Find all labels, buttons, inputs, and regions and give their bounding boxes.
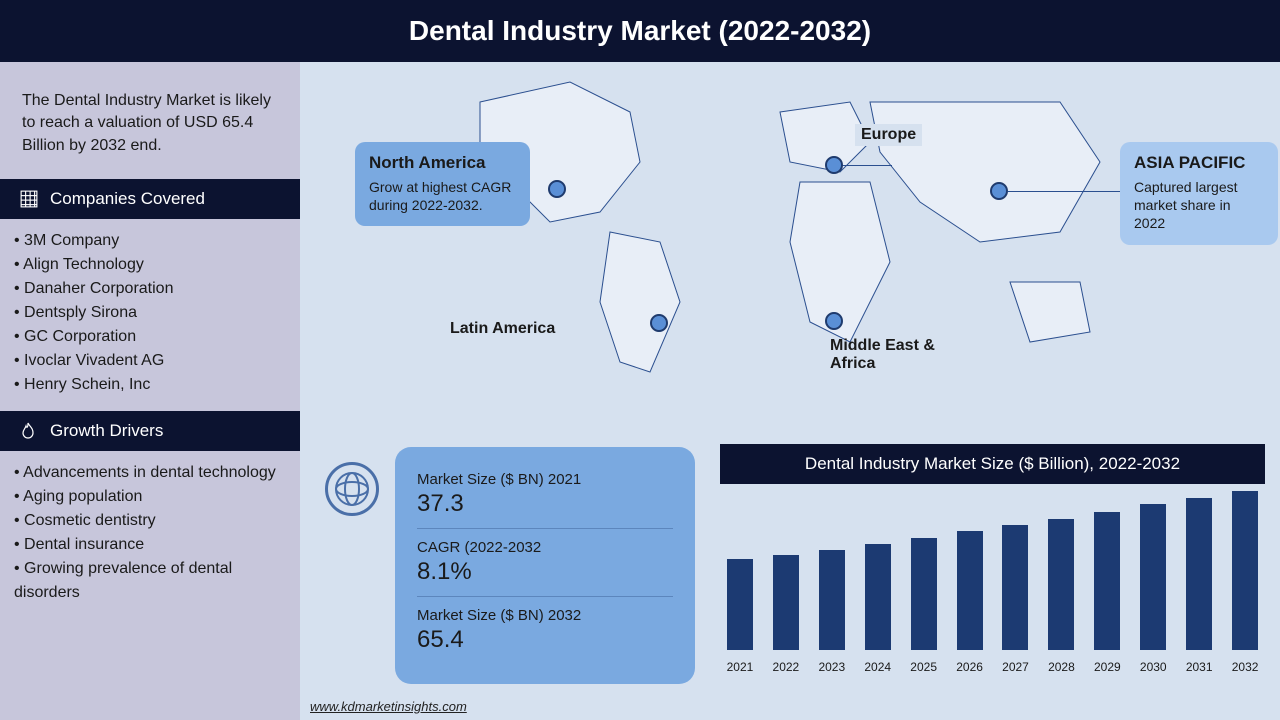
sidebar: The Dental Industry Market is likely to … [0, 62, 300, 720]
bar-col: 2025 [908, 538, 940, 674]
bar-col: 2021 [724, 559, 756, 674]
stat-value: 8.1% [417, 558, 673, 586]
list-item: Dental insurance [14, 533, 286, 557]
bar-label: 2029 [1094, 660, 1121, 674]
layout: The Dental Industry Market is likely to … [0, 62, 1280, 720]
bar [911, 538, 937, 650]
bar-col: 2026 [954, 531, 986, 674]
callout-title: ASIA PACIFIC [1134, 152, 1264, 174]
drivers-heading: Growth Drivers [0, 411, 300, 451]
list-item: Dentsply Sirona [14, 301, 286, 325]
map-dot-na [548, 180, 566, 198]
bar [819, 550, 845, 650]
bar-label: 2026 [956, 660, 983, 674]
callout-title: North America [369, 152, 516, 174]
bar-col: 2027 [1000, 525, 1032, 674]
bar-label: 2030 [1140, 660, 1167, 674]
globe-icon [325, 462, 379, 516]
connector-line [840, 165, 892, 166]
main: Latin America Europe Middle East & Afric… [300, 62, 1280, 720]
stat-value: 65.4 [417, 626, 673, 654]
source-link[interactable]: www.kdmarketinsights.com [310, 699, 467, 714]
bar-label: 2025 [910, 660, 937, 674]
title-text: Dental Industry Market (2022-2032) [409, 15, 871, 47]
grid-icon [20, 190, 38, 208]
bar-label: 2032 [1232, 660, 1259, 674]
stat-row: Market Size ($ BN) 2032 65.4 [417, 596, 673, 664]
region-label-eu: Europe [855, 124, 922, 146]
companies-list: 3M Company Align Technology Danaher Corp… [0, 219, 300, 411]
bar-col: 2032 [1229, 491, 1261, 674]
stats-card: Market Size ($ BN) 2021 37.3 CAGR (2022-… [395, 447, 695, 684]
bar [1002, 525, 1028, 650]
bar [727, 559, 753, 650]
list-item: GC Corporation [14, 325, 286, 349]
bar-label: 2022 [773, 660, 800, 674]
bar [1094, 512, 1120, 650]
drivers-list: Advancements in dental technology Aging … [0, 451, 300, 619]
chart-title: Dental Industry Market Size ($ Billion),… [720, 444, 1265, 484]
stat-label: CAGR (2022-2032 [417, 539, 673, 556]
map-dot-apac [990, 182, 1008, 200]
bar-label: 2031 [1186, 660, 1213, 674]
bar [1232, 491, 1258, 650]
map-dot-eu [825, 156, 843, 174]
map-dot-la [650, 314, 668, 332]
bar-col: 2024 [862, 544, 894, 674]
bar-col: 2031 [1183, 498, 1215, 674]
bar-label: 2023 [818, 660, 845, 674]
stat-row: CAGR (2022-2032 8.1% [417, 528, 673, 596]
region-label-mea: Middle East & Africa [830, 337, 950, 373]
region-label-la: Latin America [450, 320, 555, 338]
stat-row: Market Size ($ BN) 2021 37.3 [417, 465, 673, 528]
bar-label: 2027 [1002, 660, 1029, 674]
flame-icon [20, 422, 38, 440]
list-item: Henry Schein, Inc [14, 373, 286, 397]
bar [957, 531, 983, 650]
drivers-heading-text: Growth Drivers [50, 421, 163, 441]
connector-line [1008, 191, 1120, 192]
bar [1186, 498, 1212, 650]
bar-label: 2024 [864, 660, 891, 674]
callout-north-america: North America Grow at highest CAGR durin… [355, 142, 530, 226]
intro-text: The Dental Industry Market is likely to … [0, 62, 300, 179]
stat-label: Market Size ($ BN) 2021 [417, 471, 673, 488]
list-item: Align Technology [14, 253, 286, 277]
bar-label: 2028 [1048, 660, 1075, 674]
bar [1140, 504, 1166, 650]
stat-value: 37.3 [417, 490, 673, 518]
companies-heading-text: Companies Covered [50, 189, 205, 209]
list-item: Advancements in dental technology [14, 461, 286, 485]
list-item: Danaher Corporation [14, 277, 286, 301]
stat-label: Market Size ($ BN) 2032 [417, 607, 673, 624]
list-item: Cosmetic dentistry [14, 509, 286, 533]
bar [773, 555, 799, 650]
chart-bars: 2021 2022 2023 2024 2025 2026 2027 2028 2029 2030… [720, 484, 1265, 674]
map-dot-mea [825, 312, 843, 330]
callout-asia-pacific: ASIA PACIFIC Captured largest market sha… [1120, 142, 1278, 245]
bar-col: 2029 [1091, 512, 1123, 674]
list-item: Ivoclar Vivadent AG [14, 349, 286, 373]
callout-body: Grow at highest CAGR during 2022-2032. [369, 178, 516, 214]
bar [1048, 519, 1074, 650]
bar-col: 2022 [770, 555, 802, 674]
bar-label: 2021 [727, 660, 754, 674]
companies-heading: Companies Covered [0, 179, 300, 219]
list-item: 3M Company [14, 229, 286, 253]
page-title: Dental Industry Market (2022-2032) [0, 0, 1280, 62]
list-item: Growing prevalence of dental disorders [14, 557, 286, 605]
world-map [420, 62, 1140, 392]
bar-chart: Dental Industry Market Size ($ Billion),… [720, 444, 1265, 674]
bar-col: 2028 [1045, 519, 1077, 674]
list-item: Aging population [14, 485, 286, 509]
bar-col: 2030 [1137, 504, 1169, 674]
callout-body: Captured largest market share in 2022 [1134, 178, 1264, 233]
bar-col: 2023 [816, 550, 848, 674]
bar [865, 544, 891, 650]
